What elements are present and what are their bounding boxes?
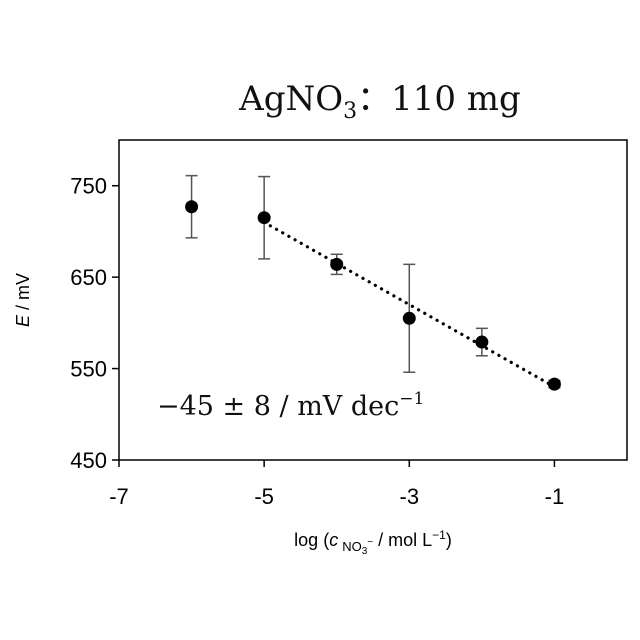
y-tick-label: 550	[70, 357, 107, 382]
y-tick-label: 450	[70, 448, 107, 473]
x-tick-label: -5	[254, 484, 274, 509]
y-tick-label: 650	[70, 265, 107, 290]
y-axis-label: E / mV	[13, 273, 33, 327]
x-tick-label: -1	[545, 484, 565, 509]
data-point	[548, 378, 561, 391]
x-tick-label: -3	[400, 484, 420, 509]
data-point	[185, 200, 198, 213]
y-axis-ticks: 450 550 650 750	[70, 174, 119, 473]
data-point	[475, 336, 488, 349]
data-point	[403, 312, 416, 325]
data-point	[330, 258, 343, 271]
x-axis-label: log (cNO3− / mol L−1)	[294, 528, 452, 557]
data-point	[258, 211, 271, 224]
errorbar-group	[186, 176, 561, 388]
slope-annotation: −45 ± 8 / mV dec−1	[157, 389, 424, 422]
chart-title: AgNO3：110 mg	[238, 79, 521, 124]
x-tick-label: -7	[109, 484, 129, 509]
y-tick-label: 750	[70, 174, 107, 199]
x-axis-ticks: -7 -5 -3 -1	[109, 460, 564, 509]
data-points-group	[185, 200, 561, 390]
